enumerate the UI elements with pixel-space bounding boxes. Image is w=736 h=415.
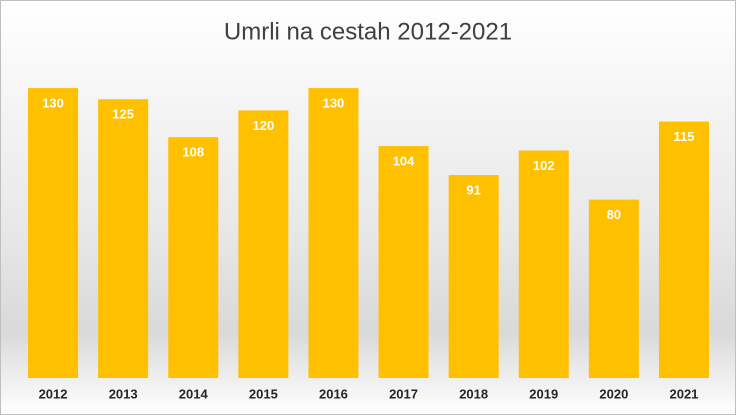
- x-tick-label: 2019: [529, 386, 558, 401]
- data-label: 130: [323, 96, 345, 111]
- x-tick-label: 2014: [179, 386, 209, 401]
- x-tick-label: 2018: [459, 386, 488, 401]
- bar: [308, 88, 359, 378]
- chart-title: Umrli na cestah 2012-2021: [224, 18, 512, 45]
- data-label: 80: [607, 207, 621, 222]
- bar: [238, 110, 289, 379]
- data-label: 125: [112, 107, 134, 122]
- data-label: 115: [673, 129, 694, 144]
- data-label: 104: [393, 154, 415, 169]
- x-tick-label: 2016: [319, 386, 348, 401]
- data-label: 108: [182, 145, 204, 160]
- x-tick-label: 2017: [389, 386, 418, 401]
- data-label: 102: [533, 158, 555, 173]
- data-label: 130: [42, 96, 64, 111]
- bar: [658, 121, 709, 379]
- bar: [518, 150, 569, 378]
- bar: [168, 137, 219, 378]
- bar: [28, 88, 79, 378]
- bar: [588, 199, 639, 378]
- data-label: 91: [466, 183, 480, 198]
- x-tick-label: 2013: [109, 386, 138, 401]
- x-tick-label: 2012: [39, 386, 68, 401]
- bar: [448, 175, 499, 378]
- bar: [378, 146, 429, 378]
- bar: [98, 99, 149, 378]
- x-tick-label: 2020: [599, 386, 628, 401]
- data-label: 120: [252, 118, 274, 133]
- x-tick-label: 2015: [249, 386, 278, 401]
- x-tick-label: 2021: [669, 386, 698, 401]
